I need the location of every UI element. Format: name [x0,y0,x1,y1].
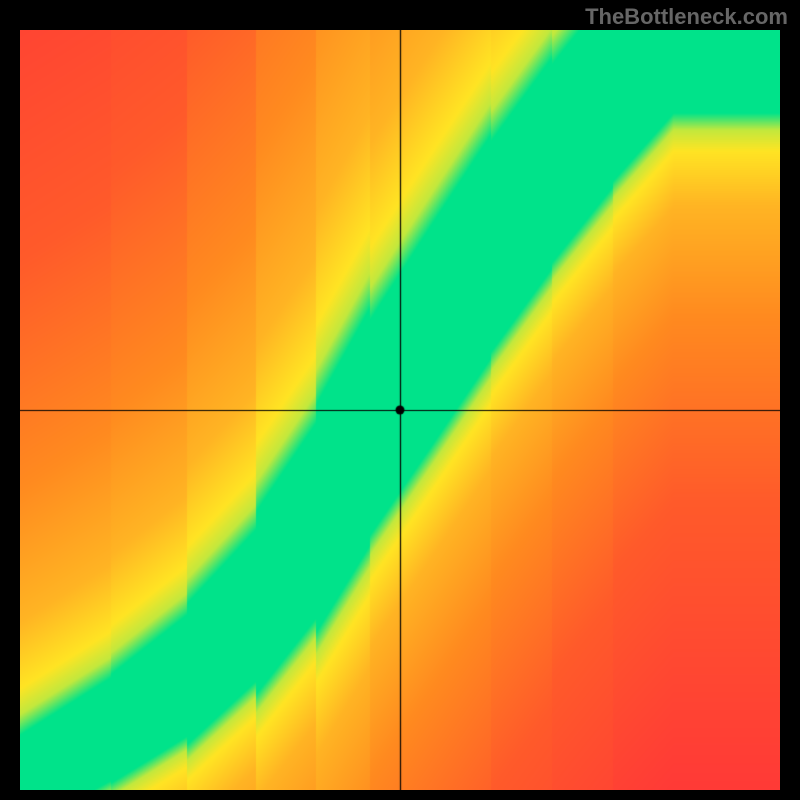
bottleneck-heatmap [20,30,780,790]
watermark-text: TheBottleneck.com [585,4,788,30]
